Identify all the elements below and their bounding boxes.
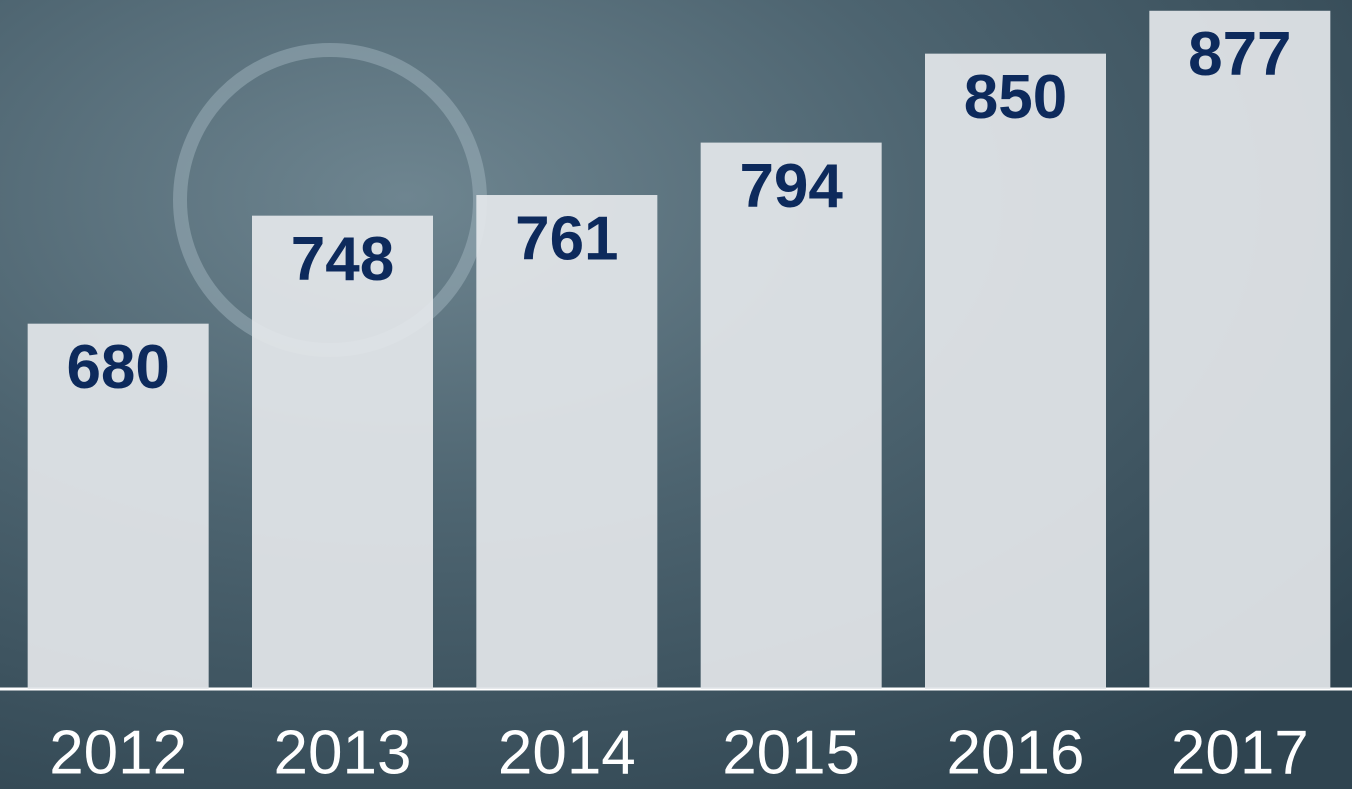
x-tick-label: 2017 xyxy=(1171,718,1309,787)
bars: 680 2012 748 2013 761 2014 794 2015 850 2016 877 20… xyxy=(27,10,1331,787)
x-tick-label: 2015 xyxy=(722,718,860,787)
bar xyxy=(1149,10,1331,689)
bar xyxy=(252,215,433,690)
x-tick-label: 2016 xyxy=(947,718,1085,787)
bar xyxy=(27,323,209,689)
bar xyxy=(476,195,658,689)
x-tick-label: 2012 xyxy=(49,718,187,787)
value-label: 748 xyxy=(291,225,394,294)
value-label: 761 xyxy=(515,204,618,273)
value-label: 877 xyxy=(1188,20,1291,89)
x-tick-label: 2013 xyxy=(274,718,412,787)
bar xyxy=(925,53,1106,689)
x-tick-label: 2014 xyxy=(498,718,636,787)
bar xyxy=(700,142,882,690)
value-label: 794 xyxy=(739,152,843,221)
value-label: 680 xyxy=(66,333,169,402)
value-label: 850 xyxy=(964,63,1067,132)
